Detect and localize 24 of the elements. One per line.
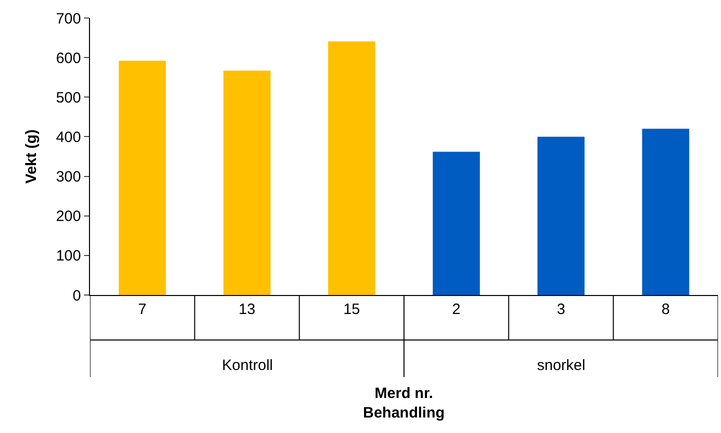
y-tick-label: 300	[56, 168, 81, 186]
x-tick-label: 15	[343, 301, 360, 318]
bar	[223, 70, 271, 295]
x-tick-label: 7	[138, 301, 146, 318]
y-tick-label: 400	[56, 128, 81, 146]
y-tick-label: 100	[56, 248, 81, 265]
y-tick-label: 200	[56, 208, 81, 226]
bar	[537, 136, 585, 295]
text: Kontroll	[222, 357, 273, 374]
x-tick-label: 8	[662, 301, 670, 318]
bar	[118, 60, 166, 295]
x-axis-title: Merd nr. Behandling	[363, 385, 445, 422]
text: snorkel	[537, 357, 586, 374]
bar	[432, 152, 480, 295]
x-tick-label: 2	[452, 301, 460, 318]
y-tick-label: 500	[56, 89, 81, 106]
y-axis-title: Vekt (g)	[23, 129, 40, 184]
bar	[642, 128, 690, 295]
y-tick-label: 600	[56, 50, 81, 67]
bar	[328, 41, 376, 295]
x-tick-label: 13	[238, 301, 256, 318]
x-tick-label: 3	[556, 301, 566, 318]
y-tick-label: 0	[72, 287, 81, 304]
y-tick-label: 700	[56, 10, 81, 28]
